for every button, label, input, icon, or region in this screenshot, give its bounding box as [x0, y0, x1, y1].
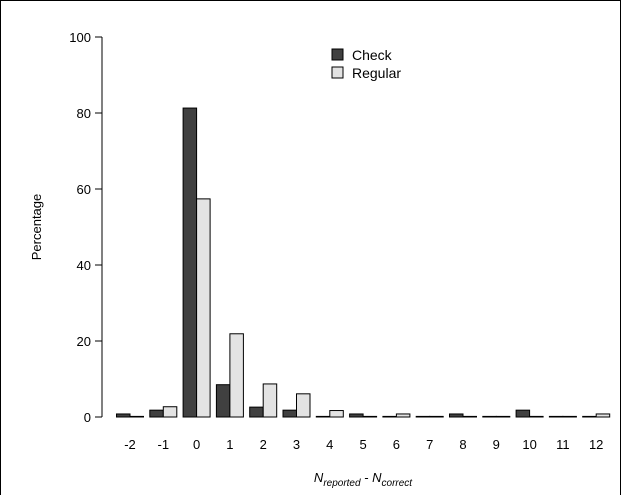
bar-regular-5: [362, 415, 378, 418]
bar-regular-7: [429, 415, 444, 418]
bars: [116, 107, 611, 418]
bar-check--1: [149, 409, 164, 418]
bar-regular-3: [296, 393, 311, 418]
x-axis-title: Nreported - Ncorrect: [314, 470, 413, 489]
bar-regular--2: [129, 415, 144, 418]
x-tick-label: 10: [522, 437, 536, 452]
y-tick-label: 20: [77, 334, 91, 349]
bar-regular-0: [196, 198, 211, 418]
x-tick-label: 5: [359, 437, 366, 452]
bar-check--2: [116, 413, 131, 418]
bar-check-2: [249, 406, 264, 418]
y-tick-label: 0: [84, 410, 91, 425]
legend-swatch-check: [331, 48, 344, 61]
bar-check-11: [548, 415, 564, 418]
y-axis-title: Percentage: [29, 194, 44, 261]
legend-label-check: Check: [352, 47, 393, 63]
x-tick-label: 3: [293, 437, 300, 452]
bar-check-0: [182, 107, 198, 418]
x-tick-label: -1: [158, 437, 170, 452]
bar-regular-9: [495, 415, 511, 418]
bar-regular-6: [395, 413, 411, 418]
x-tick-label: 2: [260, 437, 267, 452]
bar-regular-8: [462, 415, 477, 418]
bar-check-6: [382, 415, 397, 418]
x-axis-tick-labels: -2 -1 0 1 2 3 4 5 6 7 8 9 10 11 12: [124, 437, 603, 452]
bar-check-1: [215, 384, 231, 418]
bar-regular-12: [595, 413, 611, 418]
x-tick-label: 11: [556, 437, 570, 452]
legend-swatch-regular: [331, 66, 344, 79]
y-tick-label: 60: [77, 182, 91, 197]
y-tick-label: 100: [69, 30, 91, 45]
bar-regular--1: [162, 406, 178, 418]
y-tick-label: 40: [77, 258, 91, 273]
bar-check-9: [482, 415, 497, 418]
x-axis-title-main: N: [314, 470, 324, 485]
x-axis-title-sub1: reported: [323, 478, 361, 489]
x-tick-label: 6: [393, 437, 400, 452]
legend-label-regular: Regular: [352, 65, 401, 81]
bar-check-7: [415, 415, 431, 418]
bar-regular-2: [262, 383, 278, 418]
bar-check-12: [582, 415, 597, 418]
x-tick-label: 0: [193, 437, 200, 452]
x-axis-title-sub2: correct: [382, 478, 414, 489]
x-tick-label: 9: [493, 437, 500, 452]
bar-check-10: [515, 409, 531, 418]
bar-check-3: [282, 409, 297, 418]
x-tick-label: 1: [226, 437, 233, 452]
x-tick-label: 4: [326, 437, 333, 452]
legend: Check Regular: [331, 47, 401, 81]
bar-regular-1: [229, 333, 244, 418]
bar-check-4: [315, 415, 331, 418]
x-tick-label: 7: [426, 437, 433, 452]
bar-check-5: [349, 413, 364, 418]
x-axis-title-sep: - N: [361, 470, 383, 485]
bar-regular-10: [529, 415, 544, 418]
x-tick-label: 8: [459, 437, 466, 452]
y-tick-label: 80: [77, 106, 91, 121]
bar-check-8: [449, 413, 464, 418]
bar-regular-4: [329, 410, 344, 418]
bar-regular-11: [562, 415, 577, 418]
y-axis: 0 20 40 60 80 100: [69, 30, 103, 425]
x-tick-label: 12: [589, 437, 603, 452]
x-tick-label: -2: [124, 437, 136, 452]
